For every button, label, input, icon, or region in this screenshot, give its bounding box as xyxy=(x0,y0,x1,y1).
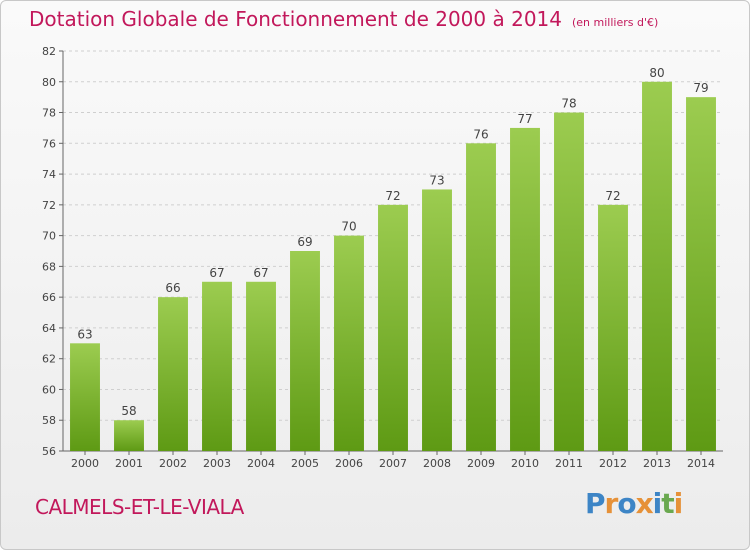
logo-letter: x xyxy=(635,487,654,520)
y-tick-label: 78 xyxy=(42,107,56,120)
logo-letter: t xyxy=(661,487,674,520)
y-tick-label: 66 xyxy=(42,291,56,304)
commune-name: CALMELS-ET-LE-VIALA xyxy=(35,495,244,519)
bar xyxy=(466,143,496,452)
chart-subtitle: (en milliers d'€) xyxy=(572,16,659,29)
chart-title: Dotation Globale de Fonctionnement de 20… xyxy=(29,7,658,31)
bar xyxy=(70,343,100,451)
y-tick-label: 74 xyxy=(42,168,56,181)
logo-letter: P xyxy=(585,487,606,520)
data-label: 72 xyxy=(385,189,400,203)
logo-letter: o xyxy=(617,487,636,520)
x-tick-label: 2003 xyxy=(203,457,231,470)
x-tick-label: 2001 xyxy=(115,457,143,470)
data-label: 58 xyxy=(121,404,136,418)
y-tick-label: 58 xyxy=(42,414,56,427)
data-label: 66 xyxy=(165,281,180,295)
bar-layer xyxy=(70,81,716,452)
x-tick-label: 2007 xyxy=(379,457,407,470)
bar xyxy=(334,235,364,451)
bar xyxy=(290,251,320,451)
x-tick-label: 2000 xyxy=(71,457,99,470)
proxiti-logo: Proxiti xyxy=(585,487,684,520)
y-tick-label: 76 xyxy=(42,137,56,150)
x-tick-label: 2006 xyxy=(335,457,363,470)
x-tick-label: 2010 xyxy=(511,457,539,470)
data-label: 73 xyxy=(429,173,444,187)
bar xyxy=(422,189,452,451)
data-label: 67 xyxy=(253,266,268,280)
y-tick-label: 56 xyxy=(42,445,56,458)
data-label: 79 xyxy=(693,81,708,95)
bar xyxy=(686,97,716,452)
bar xyxy=(598,204,628,451)
y-tick-label: 68 xyxy=(42,260,56,273)
x-tick-label: 2014 xyxy=(687,457,715,470)
x-tick-label: 2004 xyxy=(247,457,275,470)
chart-title-text: Dotation Globale de Fonctionnement de 20… xyxy=(29,7,562,31)
data-label: 67 xyxy=(209,266,224,280)
data-label: 76 xyxy=(473,127,488,141)
y-tick-label: 64 xyxy=(42,322,56,335)
y-tick-label: 72 xyxy=(42,199,56,212)
logo-letter: i xyxy=(673,487,684,520)
x-tick-label: 2011 xyxy=(555,457,583,470)
bar xyxy=(158,297,188,451)
x-tick-label: 2002 xyxy=(159,457,187,470)
y-tick-label: 60 xyxy=(42,383,56,396)
x-tick-label: 2012 xyxy=(599,457,627,470)
data-label: 80 xyxy=(649,66,664,80)
bar xyxy=(202,281,232,451)
x-tick-label: 2009 xyxy=(467,457,495,470)
y-tick-label: 70 xyxy=(42,230,56,243)
axis-layer: 56 58 60 62 64 66 68 70 72 74 76 78 80 82 2000 2001 2002… xyxy=(42,45,723,470)
data-label: 77 xyxy=(517,112,532,126)
bar xyxy=(378,204,408,451)
data-label: 72 xyxy=(605,189,620,203)
data-label: 69 xyxy=(297,235,312,249)
bar xyxy=(642,81,672,452)
bar xyxy=(246,281,276,451)
logo-letter: r xyxy=(604,487,619,520)
data-label: 78 xyxy=(561,97,576,111)
logo-letter: i xyxy=(652,487,663,520)
bar xyxy=(114,420,144,451)
y-tick-label: 82 xyxy=(42,45,56,58)
bar xyxy=(554,112,584,452)
x-tick-label: 2013 xyxy=(643,457,671,470)
y-tick-label: 80 xyxy=(42,76,56,89)
x-tick-label: 2005 xyxy=(291,457,319,470)
label-layer: 63 58 66 67 67 69 70 72 73 76 77 78 72 80 79 xyxy=(77,66,708,418)
y-tick-label: 62 xyxy=(42,353,56,366)
data-label: 63 xyxy=(77,327,92,341)
x-tick-label: 2008 xyxy=(423,457,451,470)
data-label: 70 xyxy=(341,220,356,234)
bar xyxy=(510,127,540,451)
